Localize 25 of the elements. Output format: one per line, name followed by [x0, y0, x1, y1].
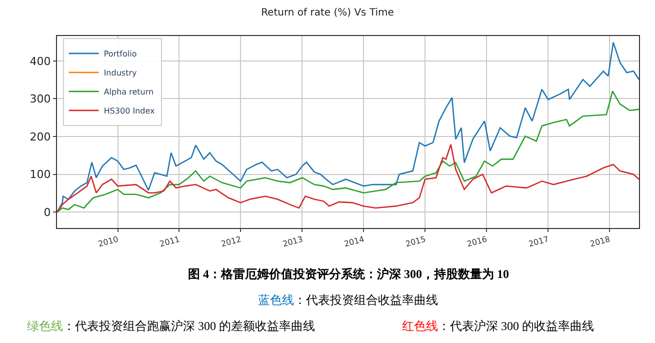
x-tick-label: 2012 — [220, 234, 242, 249]
text: 蓝色线：代表投资组合收益率曲线 — [258, 293, 438, 307]
legend-label: HS300 Index — [104, 106, 156, 116]
chart-title: Return of rate (%) Vs Time — [261, 8, 394, 19]
x-tick-label: 2018 — [589, 234, 612, 249]
legend-label: Portfolio — [104, 50, 137, 59]
y-tick-label: 300 — [30, 92, 51, 106]
text: 红色线：代表沪深 300 的收益率曲线 — [402, 319, 594, 333]
x-tick-label: 2013 — [282, 234, 304, 249]
y-tick-label: 400 — [30, 54, 51, 68]
x-tick-label: 2016 — [466, 234, 488, 249]
y-tick-label: 100 — [30, 168, 51, 182]
x-tick-label: 2017 — [528, 234, 550, 249]
x-tick-label: 2014 — [343, 234, 366, 249]
x-tick-label: 2015 — [404, 234, 427, 249]
y-tick-label: 200 — [30, 130, 51, 144]
x-tick-label: 2010 — [97, 234, 120, 249]
line-series — [57, 144, 639, 213]
line-series — [57, 42, 639, 213]
legend-label: Industry — [104, 68, 137, 78]
y-tick-label: 0 — [44, 206, 51, 219]
x-tick-label: 2011 — [158, 234, 181, 249]
legend-label: Alpha return — [104, 88, 154, 97]
text: 绿色线：代表投资组合跑赢沪深 300 的差额收益率曲线 — [27, 319, 315, 333]
caption: 图 4：格雷厄姆价值投资评分系统：沪深 300，持股数量为 10 — [188, 267, 509, 281]
